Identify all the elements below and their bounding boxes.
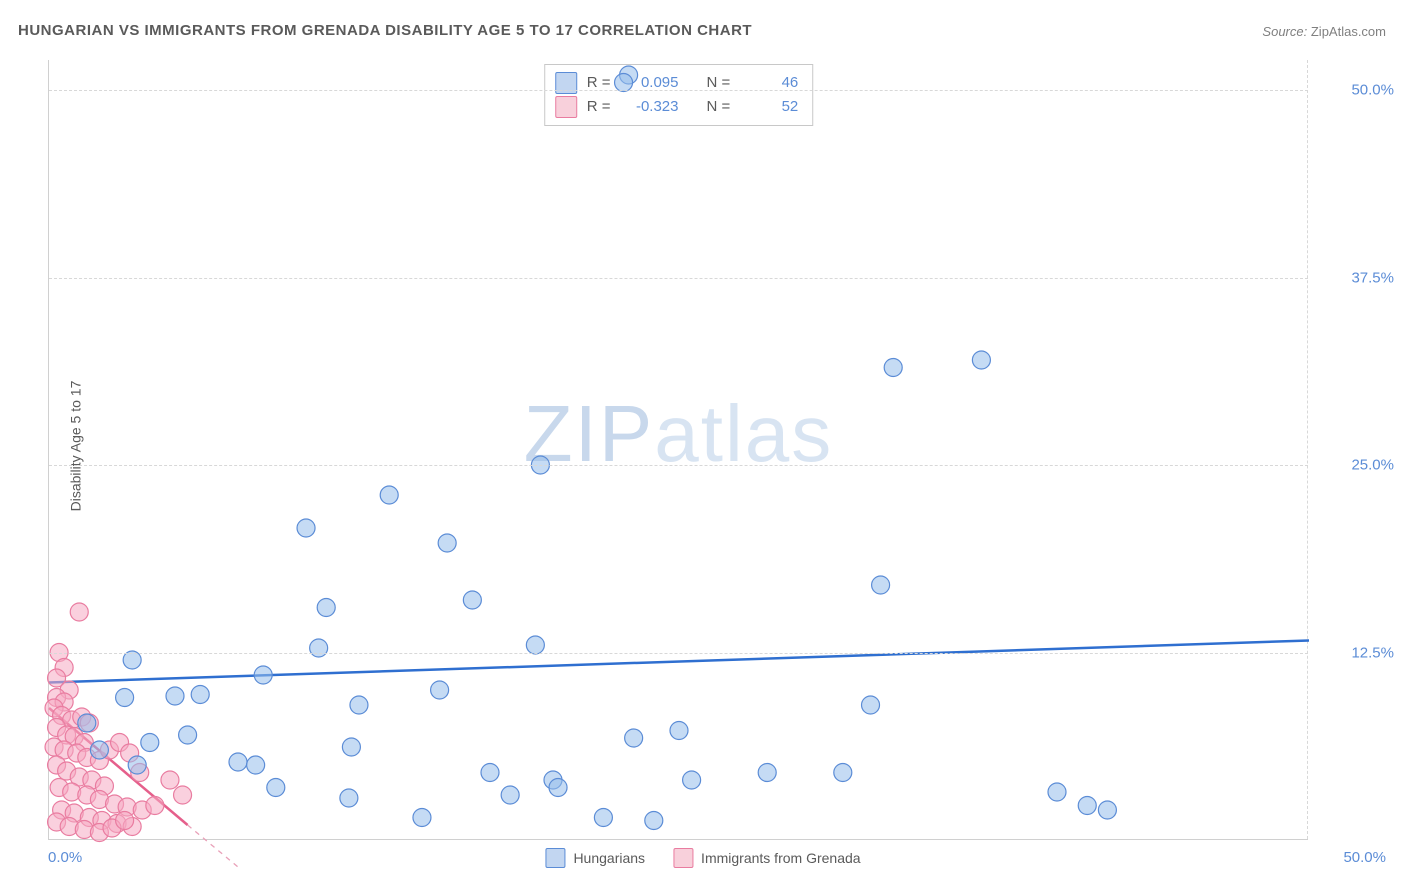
scatter-point	[174, 786, 192, 804]
x-max-label: 50.0%	[1343, 849, 1386, 866]
scatter-point	[413, 809, 431, 827]
ytick-label: 37.5%	[1351, 269, 1394, 286]
legend-item: Hungarians	[545, 848, 645, 868]
scatter-point	[1098, 801, 1116, 819]
scatter-point	[872, 576, 890, 594]
scatter-point	[116, 812, 134, 830]
grid-line	[49, 278, 1308, 279]
scatter-point	[123, 651, 141, 669]
legend-label: Immigrants from Grenada	[701, 850, 861, 866]
scatter-point	[179, 726, 197, 744]
scatter-point	[431, 681, 449, 699]
ytick-label: 25.0%	[1351, 457, 1394, 474]
scatter-point	[526, 636, 544, 654]
scatter-point	[1078, 797, 1096, 815]
scatter-point	[70, 603, 88, 621]
scatter-point	[481, 764, 499, 782]
scatter-svg	[49, 60, 1308, 839]
scatter-point	[342, 738, 360, 756]
scatter-point	[340, 789, 358, 807]
source-value: ZipAtlas.com	[1311, 24, 1386, 39]
grid-line	[49, 465, 1308, 466]
grid-line	[49, 90, 1308, 91]
scatter-point	[594, 809, 612, 827]
legend-item: Immigrants from Grenada	[673, 848, 861, 868]
scatter-point	[254, 666, 272, 684]
trend-line	[49, 641, 1309, 683]
scatter-point	[758, 764, 776, 782]
scatter-point	[862, 696, 880, 714]
scatter-point	[625, 729, 643, 747]
scatter-point	[229, 753, 247, 771]
source-attr: Source: ZipAtlas.com	[1262, 24, 1386, 39]
scatter-point	[297, 519, 315, 537]
swatch-icon	[545, 848, 565, 868]
chart-title: HUNGARIAN VS IMMIGRANTS FROM GRENADA DIS…	[18, 22, 752, 39]
scatter-point	[310, 639, 328, 657]
scatter-point	[501, 786, 519, 804]
scatter-point	[166, 687, 184, 705]
legend-label: Hungarians	[573, 850, 645, 866]
scatter-point	[247, 756, 265, 774]
scatter-point	[645, 812, 663, 830]
scatter-point	[128, 756, 146, 774]
source-label: Source:	[1262, 24, 1307, 39]
ytick-label: 50.0%	[1351, 82, 1394, 99]
scatter-point	[438, 534, 456, 552]
scatter-point	[834, 764, 852, 782]
ytick-label: 12.5%	[1351, 644, 1394, 661]
scatter-point	[463, 591, 481, 609]
scatter-point	[1048, 783, 1066, 801]
scatter-point	[317, 599, 335, 617]
scatter-point	[267, 779, 285, 797]
scatter-point	[146, 797, 164, 815]
x-origin-label: 0.0%	[48, 849, 82, 866]
plot-area: ZIPatlas R = 0.095 N = 46 R = -0.323 N =…	[48, 60, 1308, 840]
scatter-point	[141, 734, 159, 752]
scatter-point	[116, 689, 134, 707]
scatter-point	[380, 486, 398, 504]
grid-line	[49, 653, 1308, 654]
scatter-point	[350, 696, 368, 714]
scatter-point	[191, 686, 209, 704]
scatter-point	[670, 722, 688, 740]
scatter-point	[884, 359, 902, 377]
scatter-point	[972, 351, 990, 369]
scatter-point	[78, 714, 96, 732]
scatter-point	[161, 771, 179, 789]
scatter-point	[549, 779, 567, 797]
swatch-icon	[673, 848, 693, 868]
trend-line-ext	[188, 825, 238, 867]
scatter-point	[683, 771, 701, 789]
bottom-legend: Hungarians Immigrants from Grenada	[545, 848, 860, 868]
scatter-point	[90, 741, 108, 759]
scatter-point	[615, 74, 633, 92]
